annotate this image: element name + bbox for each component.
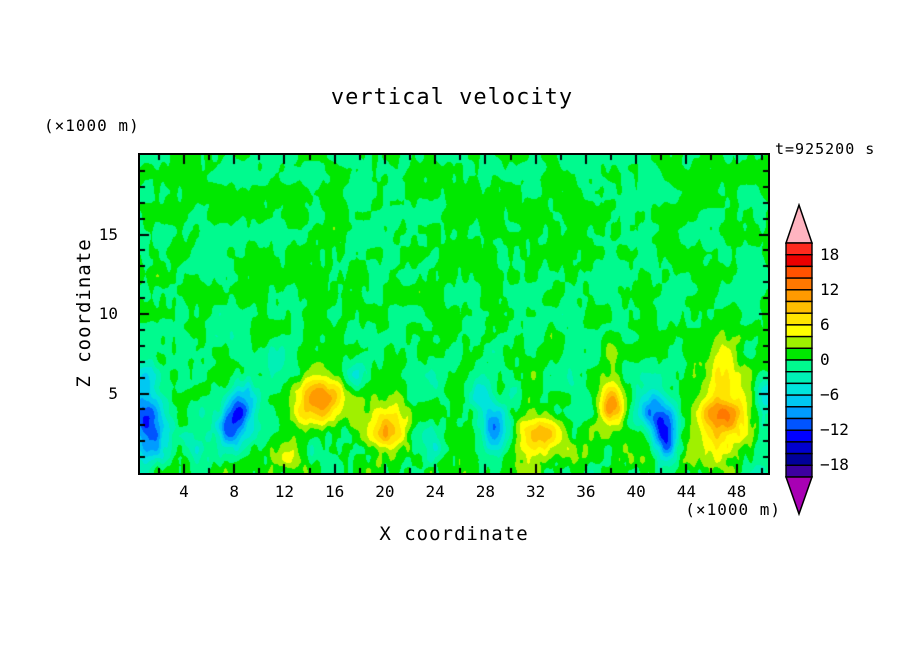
colorbar-cell <box>785 394 813 408</box>
timestamp-label: t=925200 s <box>775 140 876 158</box>
colorbar-label: −18 <box>820 455 849 475</box>
colorbar-cell <box>785 406 813 420</box>
x-tick-label: 16 <box>325 482 345 501</box>
colorbar-cell <box>785 464 813 478</box>
colorbar-cell <box>785 382 813 396</box>
z-axis-unit-label: (×1000 m) <box>44 116 140 135</box>
colorbar-cell <box>785 452 813 467</box>
colorbar-cell <box>785 300 813 314</box>
colorbar-cell <box>785 289 813 303</box>
x-tick-label: 48 <box>726 482 747 501</box>
x-tick-label: 20 <box>375 482 395 501</box>
contour-plot-canvas <box>138 153 770 475</box>
x-tick-label: 8 <box>229 482 239 501</box>
colorbar-label: 18 <box>820 244 840 264</box>
x-axis-label: X coordinate <box>379 523 529 545</box>
x-tick-label: 24 <box>425 482 445 501</box>
colorbar-cell <box>785 265 813 279</box>
x-tick-label: 40 <box>626 482 646 501</box>
z-tick-label: 10 <box>98 304 118 323</box>
colorbar-label: 0 <box>820 350 830 369</box>
z-axis-label: Z coordinate <box>73 238 95 388</box>
plot-title: vertical velocity <box>330 85 574 110</box>
z-tick-label: 5 <box>108 383 118 403</box>
colorbar-label: −6 <box>820 385 840 405</box>
colorbar-cell <box>785 429 813 443</box>
colorbar-label: 6 <box>820 314 830 334</box>
x-tick-label: 12 <box>274 482 295 501</box>
colorbar-cell <box>785 370 813 385</box>
colorbar-cell <box>785 335 813 350</box>
x-axis-unit-label: (×1000 m) <box>685 500 781 519</box>
colorbar-cell <box>785 359 813 373</box>
z-tick-label: 15 <box>98 224 118 244</box>
colorbar-cell <box>785 347 813 361</box>
colorbar-cell <box>785 441 813 455</box>
x-tick-label: 4 <box>179 482 189 501</box>
x-tick-label: 36 <box>576 482 596 501</box>
x-tick-label: 28 <box>475 482 496 501</box>
colorbar-cell <box>785 417 813 431</box>
colorbar-label: −12 <box>820 420 849 440</box>
colorbar-under-arrow <box>784 476 814 517</box>
colorbar-over-arrow <box>784 203 814 244</box>
colorbar-cell <box>785 254 813 268</box>
x-tick-label: 44 <box>676 482 696 501</box>
colorbar-cell <box>785 277 813 291</box>
colorbar <box>784 203 814 517</box>
colorbar-cell <box>785 242 813 256</box>
x-tick-label: 32 <box>525 482 546 501</box>
colorbar-cell <box>785 312 813 326</box>
colorbar-cell <box>785 324 813 338</box>
colorbar-label: 12 <box>820 279 840 299</box>
